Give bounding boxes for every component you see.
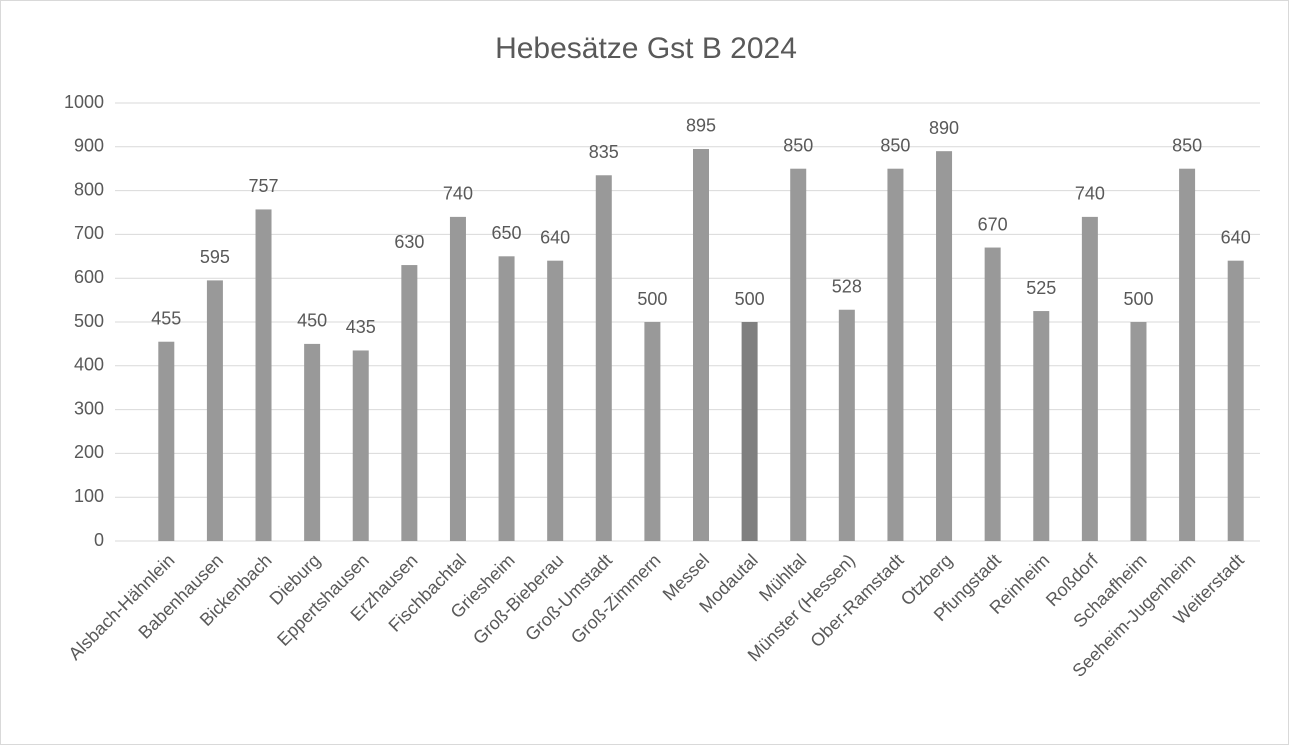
y-tick-label: 200 bbox=[74, 442, 104, 462]
data-label: 740 bbox=[1075, 184, 1105, 204]
bar bbox=[1227, 260, 1244, 541]
data-label: 650 bbox=[492, 223, 522, 243]
y-tick-label: 400 bbox=[74, 355, 104, 375]
y-tick-label: 300 bbox=[74, 398, 104, 418]
data-label: 835 bbox=[589, 142, 619, 162]
bar bbox=[158, 341, 175, 541]
bar bbox=[1033, 311, 1050, 541]
data-label: 640 bbox=[1221, 227, 1251, 247]
bar bbox=[887, 168, 904, 541]
bar bbox=[984, 247, 1001, 542]
y-tick-label: 600 bbox=[74, 267, 104, 287]
y-tick-label: 700 bbox=[74, 223, 104, 243]
bar bbox=[790, 168, 807, 541]
data-label: 757 bbox=[248, 176, 278, 196]
bar bbox=[1179, 168, 1196, 541]
bar bbox=[936, 151, 953, 541]
bar bbox=[401, 265, 418, 541]
bar bbox=[838, 309, 855, 541]
y-tick-label: 800 bbox=[74, 179, 104, 199]
data-label: 450 bbox=[297, 311, 327, 331]
data-label: 640 bbox=[540, 227, 570, 247]
data-label: 850 bbox=[783, 135, 813, 155]
data-label: 500 bbox=[637, 289, 667, 309]
bar bbox=[1130, 322, 1147, 541]
data-label: 895 bbox=[686, 116, 716, 136]
bar bbox=[547, 260, 564, 541]
bar bbox=[255, 209, 272, 541]
data-label: 435 bbox=[346, 317, 376, 337]
data-label: 630 bbox=[394, 232, 424, 252]
data-label: 455 bbox=[151, 308, 181, 328]
chart-title: Hebesätze Gst B 2024 bbox=[495, 32, 797, 65]
bar bbox=[693, 148, 709, 542]
bar bbox=[498, 256, 515, 541]
data-label: 500 bbox=[735, 289, 765, 309]
y-tick-label: 500 bbox=[74, 311, 104, 331]
data-label: 525 bbox=[1026, 278, 1056, 298]
data-label: 850 bbox=[880, 135, 910, 155]
bar bbox=[304, 343, 321, 541]
bar bbox=[741, 322, 758, 541]
bar bbox=[644, 322, 661, 541]
bar bbox=[595, 175, 612, 541]
data-label: 528 bbox=[832, 276, 862, 296]
data-label: 890 bbox=[929, 118, 959, 138]
data-label: 670 bbox=[978, 214, 1008, 234]
y-tick-label: 0 bbox=[94, 530, 104, 550]
data-label: 740 bbox=[443, 184, 473, 204]
y-tick-label: 1000 bbox=[64, 92, 104, 112]
bar bbox=[206, 280, 223, 541]
data-label: 850 bbox=[1172, 135, 1202, 155]
bar bbox=[352, 350, 369, 541]
data-label: 500 bbox=[1123, 289, 1153, 309]
y-tick-label: 900 bbox=[74, 136, 104, 156]
y-tick-label: 100 bbox=[74, 486, 104, 506]
data-label: 595 bbox=[200, 247, 230, 267]
bar bbox=[449, 216, 466, 541]
bar bbox=[1081, 216, 1098, 541]
